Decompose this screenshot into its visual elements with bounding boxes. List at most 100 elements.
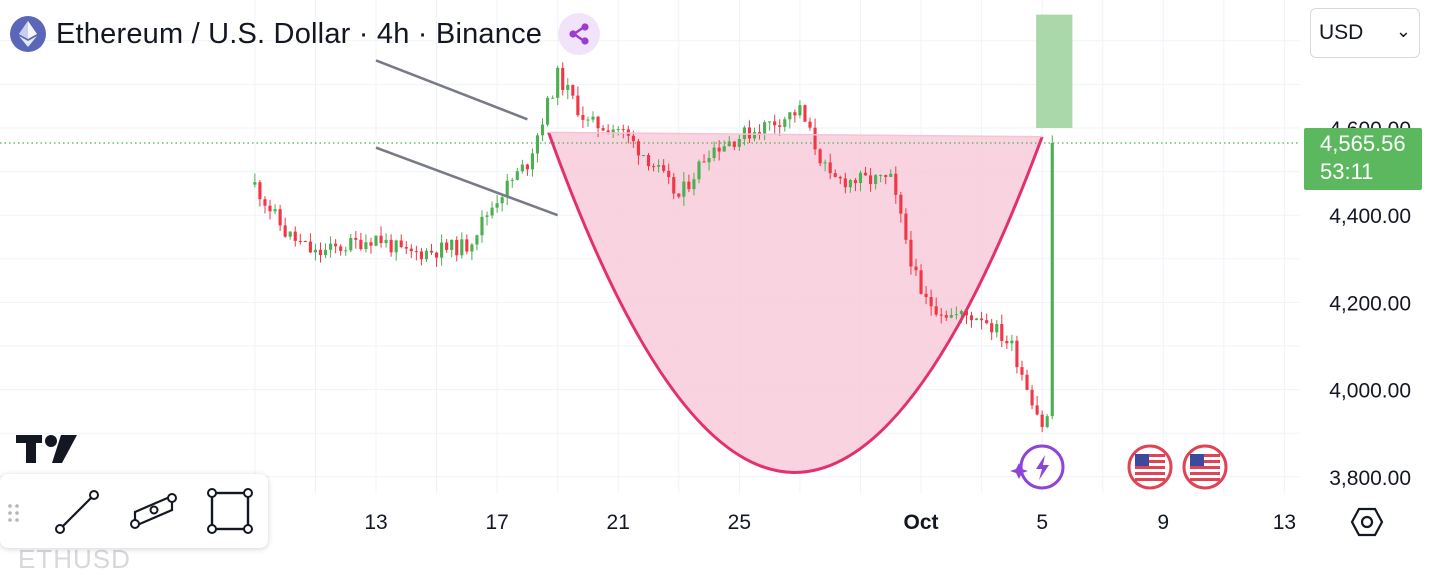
tradingview-logo[interactable] bbox=[16, 433, 78, 470]
symbol-title[interactable]: Ethereum / U.S. Dollar · 4h · Binance bbox=[56, 17, 543, 50]
share-icon[interactable] bbox=[558, 13, 601, 55]
time-tick-label: 13 bbox=[1273, 511, 1296, 534]
us-flag-icon bbox=[1127, 444, 1173, 490]
candle-body bbox=[1025, 374, 1029, 390]
candle-body bbox=[465, 239, 469, 252]
candle-body bbox=[1000, 323, 1004, 341]
candle-body bbox=[899, 194, 903, 214]
candle-body bbox=[1020, 367, 1024, 375]
candle-body bbox=[949, 315, 953, 318]
candle-body bbox=[576, 95, 580, 116]
candle-body bbox=[546, 97, 550, 125]
candle-body bbox=[1035, 405, 1039, 415]
time-tick-label: 25 bbox=[728, 511, 751, 534]
candle-body bbox=[329, 243, 333, 250]
candle-body bbox=[813, 127, 817, 150]
candle-body bbox=[571, 84, 575, 96]
settings-hexagon-icon[interactable] bbox=[1350, 506, 1384, 543]
candle-body bbox=[1015, 340, 1019, 368]
trend-line-icon[interactable] bbox=[50, 484, 104, 538]
candle-body bbox=[359, 239, 363, 250]
economic-events[interactable] bbox=[1010, 444, 1228, 490]
candle-body bbox=[303, 240, 307, 242]
candle-body bbox=[732, 141, 736, 147]
candle-body bbox=[768, 121, 772, 123]
price-tick-label: 4,200.00 bbox=[1329, 292, 1411, 315]
time-axis[interactable]: 13 17 21 25 Oct 5 9 13 bbox=[364, 511, 1296, 534]
candle-body bbox=[293, 231, 297, 241]
candle-body bbox=[848, 180, 852, 188]
bar-countdown: 53:11 bbox=[1320, 159, 1374, 184]
candle-body bbox=[313, 249, 318, 253]
rectangle-icon[interactable] bbox=[203, 484, 257, 538]
candle-body bbox=[419, 251, 423, 260]
candle-body bbox=[323, 249, 328, 256]
candle-body bbox=[904, 213, 908, 240]
cup-outline bbox=[547, 131, 1044, 474]
chevron-down-icon: ⌄ bbox=[1395, 21, 1411, 41]
candle-body bbox=[364, 242, 368, 250]
candle-body bbox=[344, 250, 348, 252]
candle-body bbox=[773, 121, 777, 126]
candle-body bbox=[808, 121, 812, 128]
candle-body bbox=[510, 179, 514, 181]
parallel-channel-icon[interactable] bbox=[126, 484, 180, 538]
candle-body bbox=[450, 239, 454, 250]
channel-upper-line bbox=[375, 59, 528, 121]
candle-body bbox=[818, 149, 822, 164]
price-tick-label: 4,400.00 bbox=[1329, 205, 1411, 228]
candle-body bbox=[566, 84, 570, 90]
candle-body bbox=[682, 181, 686, 197]
candle-body bbox=[379, 235, 383, 244]
candle-body bbox=[540, 124, 545, 136]
candle-body bbox=[596, 116, 600, 129]
candle-body bbox=[1010, 340, 1014, 344]
candle-body bbox=[525, 164, 529, 170]
price-chart[interactable]: 3,800.004,000.004,200.004,400.004,600.00… bbox=[0, 0, 1430, 562]
candle-body bbox=[409, 248, 413, 252]
candle-body bbox=[475, 235, 479, 245]
candle-body bbox=[909, 239, 913, 267]
candle-body bbox=[843, 178, 847, 188]
candle-body bbox=[995, 323, 999, 333]
candle-body bbox=[672, 177, 676, 194]
candle-body bbox=[778, 125, 782, 127]
candle-body bbox=[606, 130, 610, 134]
ethereum-icon[interactable] bbox=[10, 16, 46, 52]
candle-body bbox=[869, 175, 873, 184]
candle-body bbox=[985, 320, 989, 324]
currency-select[interactable]: USD ⌄ bbox=[1310, 8, 1420, 58]
candle-body bbox=[621, 129, 625, 131]
candle-body bbox=[944, 315, 948, 318]
candle-body bbox=[616, 129, 620, 131]
candle-body bbox=[591, 116, 595, 120]
candle-body bbox=[339, 246, 343, 251]
candle-body bbox=[863, 172, 868, 176]
candle-body bbox=[480, 216, 484, 236]
candle-body bbox=[914, 266, 918, 271]
candle-body bbox=[783, 119, 787, 127]
candle-body bbox=[657, 165, 661, 167]
candle-body bbox=[308, 241, 312, 253]
last-price-value: 4,565.56 bbox=[1320, 131, 1406, 156]
candle-body bbox=[1030, 389, 1034, 406]
candle-body bbox=[384, 239, 388, 244]
drawing-layer-back bbox=[0, 14, 1300, 473]
candle-body bbox=[429, 250, 434, 253]
candle-body bbox=[874, 175, 878, 184]
lightning-event-icon bbox=[1010, 444, 1065, 490]
candle-body bbox=[788, 112, 792, 120]
drag-handle-icon[interactable] bbox=[2, 484, 24, 538]
candle-body bbox=[858, 172, 863, 184]
candle-body bbox=[954, 314, 958, 316]
candle-body bbox=[692, 179, 696, 190]
candle-body bbox=[667, 170, 671, 178]
candle-body bbox=[298, 240, 302, 242]
candle-body bbox=[646, 155, 651, 167]
candle-body bbox=[530, 153, 535, 170]
candle-body bbox=[884, 175, 888, 177]
candle-body bbox=[1050, 143, 1054, 417]
candle-body bbox=[500, 197, 504, 204]
candle-body bbox=[601, 128, 605, 131]
candle-body bbox=[556, 67, 560, 98]
